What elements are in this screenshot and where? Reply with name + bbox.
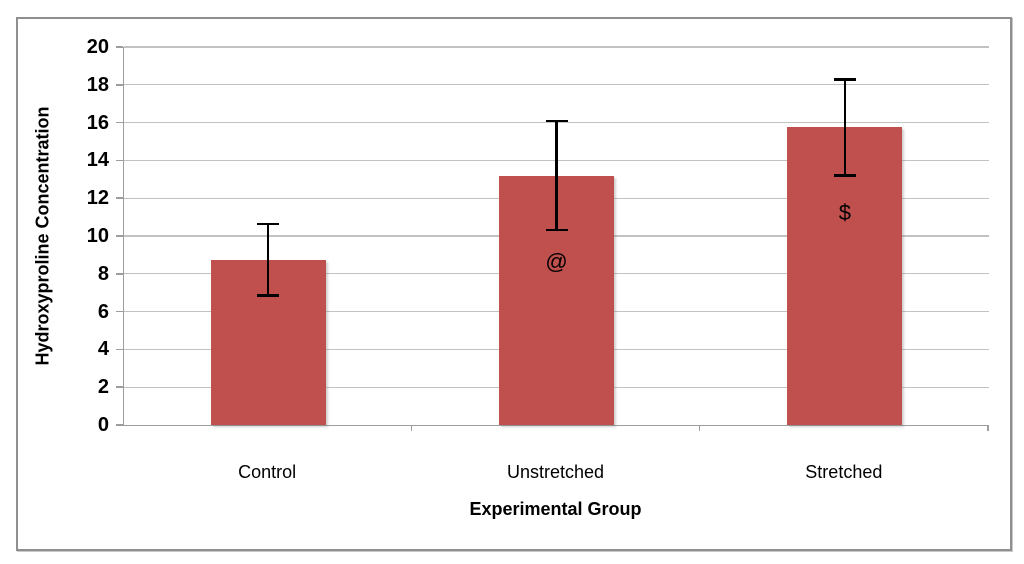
x-axis-title: Experimental Group <box>469 499 642 519</box>
y-axis-tick <box>116 235 123 237</box>
y-tick-label: 4 <box>97 338 109 361</box>
error-bar-line <box>555 120 558 231</box>
error-bar-cap-bottom <box>257 294 280 297</box>
y-tick-label: 8 <box>97 262 109 285</box>
y-tick-label: 10 <box>86 225 109 247</box>
category-label-unstretched: Unstretched <box>506 462 605 482</box>
gridline <box>124 84 989 86</box>
bar-stretched <box>787 127 903 425</box>
y-tick-label: 14 <box>86 149 109 172</box>
y-tick-label: 18 <box>86 73 109 96</box>
error-bar-line <box>843 79 847 176</box>
error-bar-cap-top <box>833 78 856 81</box>
plot-area: @ $ <box>123 46 989 426</box>
error-bar-cap-bottom <box>545 228 568 232</box>
y-axis-tick <box>116 386 123 388</box>
y-tick-label: 6 <box>97 300 109 323</box>
y-axis-tick <box>116 46 123 48</box>
y-axis-tick <box>116 197 123 199</box>
y-axis-tick <box>116 121 123 124</box>
y-axis-tick <box>116 273 123 275</box>
annotation-symbol: @ <box>545 249 568 275</box>
chart-frame: Hydroxyproline Concentration @ $ Control U… <box>16 17 1012 551</box>
error-bar-line <box>266 223 270 296</box>
y-axis-tick <box>116 348 123 351</box>
y-tick-label: 20 <box>86 36 109 58</box>
y-tick-label: 2 <box>97 376 109 399</box>
y-axis-title: Hydroxyproline Concentration <box>32 106 53 366</box>
x-axis-tick <box>987 425 989 431</box>
x-axis-tick <box>698 425 701 431</box>
y-tick-label: 12 <box>86 187 109 210</box>
x-axis-tick <box>410 425 413 431</box>
annotation-symbol: $ <box>838 200 851 226</box>
error-bar-cap-top <box>545 119 568 123</box>
category-label-stretched: Stretched <box>805 462 883 482</box>
category-label-control: Control <box>238 462 297 482</box>
y-axis-tick <box>116 159 123 162</box>
error-bar-cap-top <box>257 222 280 226</box>
y-tick-label: 0 <box>97 414 109 436</box>
y-axis-tick <box>116 310 123 313</box>
error-bar-cap-bottom <box>833 174 856 177</box>
gridline <box>124 46 989 48</box>
y-axis-tick <box>116 424 123 426</box>
y-tick-label: 16 <box>86 111 109 134</box>
y-axis-tick <box>116 84 123 86</box>
